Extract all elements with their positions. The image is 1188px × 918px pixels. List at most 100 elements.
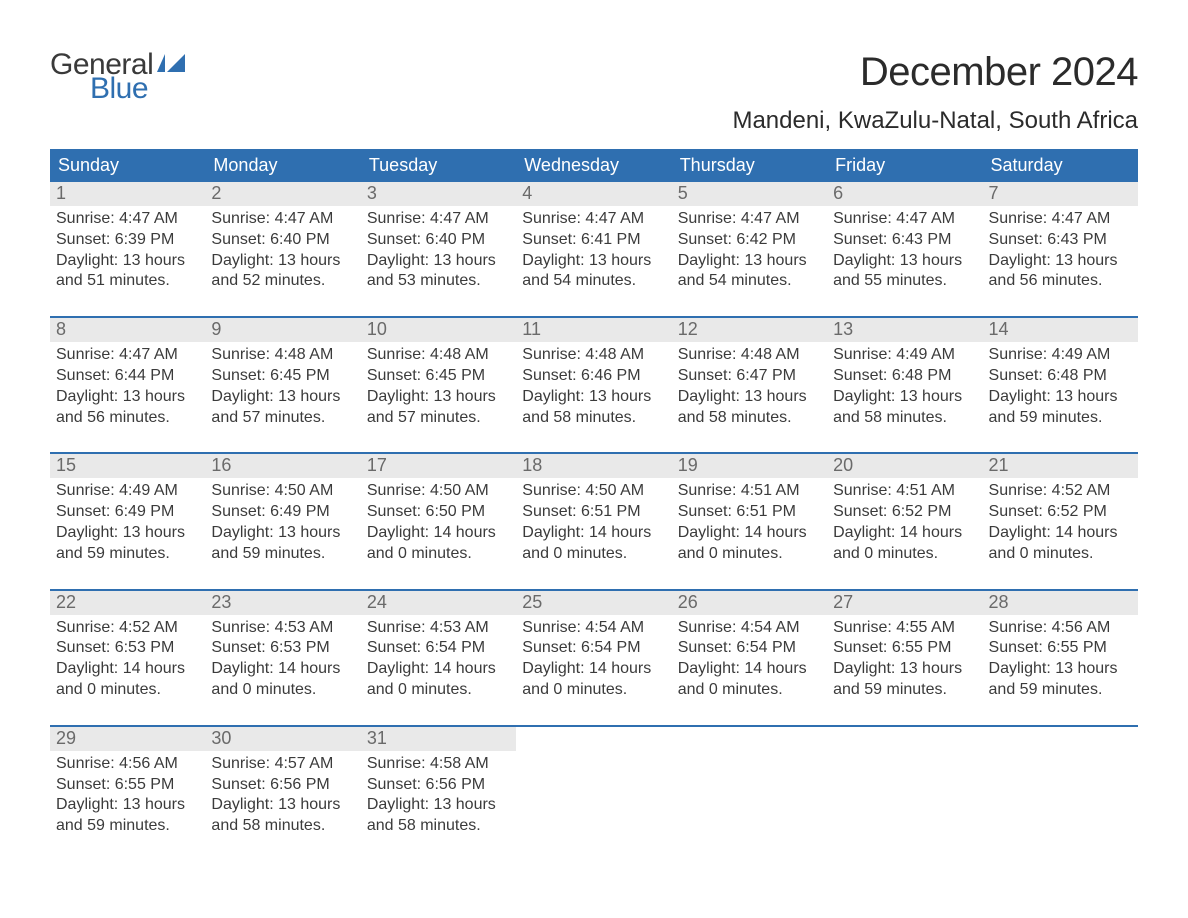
day-info: Sunrise: 4:52 AMSunset: 6:52 PMDaylight:… [983, 478, 1138, 566]
sunset-line: Sunset: 6:56 PM [367, 775, 510, 796]
day-cell: 13Sunrise: 4:49 AMSunset: 6:48 PMDayligh… [827, 318, 982, 430]
day-info: Sunrise: 4:48 AMSunset: 6:47 PMDaylight:… [672, 342, 827, 430]
daylight-line-1: Daylight: 13 hours [56, 387, 199, 408]
daylight-line-1: Daylight: 13 hours [211, 523, 354, 544]
sunrise-line: Sunrise: 4:47 AM [367, 209, 510, 230]
day-cell: 12Sunrise: 4:48 AMSunset: 6:47 PMDayligh… [672, 318, 827, 430]
sunrise-line: Sunrise: 4:53 AM [367, 618, 510, 639]
date-number: 12 [672, 318, 827, 342]
date-number: 9 [205, 318, 360, 342]
daylight-line-2: and 54 minutes. [678, 271, 821, 292]
sunrise-line: Sunrise: 4:48 AM [678, 345, 821, 366]
daylight-line-1: Daylight: 14 hours [989, 523, 1132, 544]
sunset-line: Sunset: 6:43 PM [989, 230, 1132, 251]
daylight-line-1: Daylight: 13 hours [367, 387, 510, 408]
sunset-line: Sunset: 6:45 PM [211, 366, 354, 387]
date-number: 6 [827, 182, 982, 206]
day-cell: 10Sunrise: 4:48 AMSunset: 6:45 PMDayligh… [361, 318, 516, 430]
week-row: 29Sunrise: 4:56 AMSunset: 6:55 PMDayligh… [50, 725, 1138, 839]
sunset-line: Sunset: 6:50 PM [367, 502, 510, 523]
day-info: Sunrise: 4:47 AMSunset: 6:44 PMDaylight:… [50, 342, 205, 430]
day-cell: 7Sunrise: 4:47 AMSunset: 6:43 PMDaylight… [983, 182, 1138, 294]
sunset-line: Sunset: 6:49 PM [56, 502, 199, 523]
sunset-line: Sunset: 6:46 PM [522, 366, 665, 387]
daylight-line-1: Daylight: 13 hours [56, 795, 199, 816]
daylight-line-1: Daylight: 13 hours [678, 387, 821, 408]
sunrise-line: Sunrise: 4:50 AM [522, 481, 665, 502]
date-number: 8 [50, 318, 205, 342]
daylight-line-1: Daylight: 14 hours [211, 659, 354, 680]
daylight-line-1: Daylight: 14 hours [56, 659, 199, 680]
date-number: 20 [827, 454, 982, 478]
date-number: 30 [205, 727, 360, 751]
day-cell: 3Sunrise: 4:47 AMSunset: 6:40 PMDaylight… [361, 182, 516, 294]
daylight-line-1: Daylight: 14 hours [678, 659, 821, 680]
sunset-line: Sunset: 6:44 PM [56, 366, 199, 387]
day-info: Sunrise: 4:50 AMSunset: 6:51 PMDaylight:… [516, 478, 671, 566]
daylight-line-2: and 59 minutes. [56, 544, 199, 565]
sunrise-line: Sunrise: 4:54 AM [678, 618, 821, 639]
sunset-line: Sunset: 6:55 PM [989, 638, 1132, 659]
daylight-line-2: and 58 minutes. [367, 816, 510, 837]
daylight-line-1: Daylight: 13 hours [211, 251, 354, 272]
day-cell: 2Sunrise: 4:47 AMSunset: 6:40 PMDaylight… [205, 182, 360, 294]
date-number: 24 [361, 591, 516, 615]
daylight-line-2: and 58 minutes. [833, 408, 976, 429]
day-cell: 28Sunrise: 4:56 AMSunset: 6:55 PMDayligh… [983, 591, 1138, 703]
day-info: Sunrise: 4:47 AMSunset: 6:40 PMDaylight:… [361, 206, 516, 294]
daylight-line-2: and 0 minutes. [56, 680, 199, 701]
daylight-line-2: and 58 minutes. [522, 408, 665, 429]
daylight-line-1: Daylight: 13 hours [833, 387, 976, 408]
daylight-line-1: Daylight: 13 hours [989, 251, 1132, 272]
header: General Blue December 2024 Mandeni, KwaZ… [50, 50, 1138, 143]
daylight-line-1: Daylight: 13 hours [367, 795, 510, 816]
daylight-line-1: Daylight: 13 hours [211, 795, 354, 816]
sunset-line: Sunset: 6:39 PM [56, 230, 199, 251]
sunset-line: Sunset: 6:47 PM [678, 366, 821, 387]
date-number: 28 [983, 591, 1138, 615]
daylight-line-1: Daylight: 13 hours [367, 251, 510, 272]
daylight-line-2: and 58 minutes. [678, 408, 821, 429]
sunset-line: Sunset: 6:52 PM [833, 502, 976, 523]
daylight-line-1: Daylight: 13 hours [678, 251, 821, 272]
daylight-line-2: and 52 minutes. [211, 271, 354, 292]
date-number: 17 [361, 454, 516, 478]
day-cell: 26Sunrise: 4:54 AMSunset: 6:54 PMDayligh… [672, 591, 827, 703]
day-cell: 29Sunrise: 4:56 AMSunset: 6:55 PMDayligh… [50, 727, 205, 839]
daylight-line-2: and 59 minutes. [56, 816, 199, 837]
sunset-line: Sunset: 6:53 PM [211, 638, 354, 659]
day-info: Sunrise: 4:47 AMSunset: 6:41 PMDaylight:… [516, 206, 671, 294]
date-number: 22 [50, 591, 205, 615]
daylight-line-1: Daylight: 14 hours [367, 659, 510, 680]
sunrise-line: Sunrise: 4:48 AM [367, 345, 510, 366]
daylight-line-1: Daylight: 14 hours [522, 523, 665, 544]
sunrise-line: Sunrise: 4:47 AM [833, 209, 976, 230]
calendar: SundayMondayTuesdayWednesdayThursdayFrid… [50, 149, 1138, 839]
day-info: Sunrise: 4:49 AMSunset: 6:48 PMDaylight:… [983, 342, 1138, 430]
sunset-line: Sunset: 6:40 PM [367, 230, 510, 251]
day-cell: 17Sunrise: 4:50 AMSunset: 6:50 PMDayligh… [361, 454, 516, 566]
date-number: 25 [516, 591, 671, 615]
sunset-line: Sunset: 6:40 PM [211, 230, 354, 251]
page-title: December 2024 [732, 50, 1138, 95]
day-cell: 22Sunrise: 4:52 AMSunset: 6:53 PMDayligh… [50, 591, 205, 703]
sunrise-line: Sunrise: 4:47 AM [522, 209, 665, 230]
sunset-line: Sunset: 6:54 PM [678, 638, 821, 659]
sunrise-line: Sunrise: 4:55 AM [833, 618, 976, 639]
daylight-line-1: Daylight: 14 hours [833, 523, 976, 544]
sunrise-line: Sunrise: 4:51 AM [678, 481, 821, 502]
day-info: Sunrise: 4:54 AMSunset: 6:54 PMDaylight:… [672, 615, 827, 703]
date-number: 5 [672, 182, 827, 206]
day-header: Saturday [983, 149, 1138, 182]
day-info: Sunrise: 4:56 AMSunset: 6:55 PMDaylight:… [50, 751, 205, 839]
date-number: 31 [361, 727, 516, 751]
sunset-line: Sunset: 6:56 PM [211, 775, 354, 796]
day-info: Sunrise: 4:49 AMSunset: 6:48 PMDaylight:… [827, 342, 982, 430]
day-cell: 16Sunrise: 4:50 AMSunset: 6:49 PMDayligh… [205, 454, 360, 566]
daylight-line-2: and 58 minutes. [211, 816, 354, 837]
date-number: 3 [361, 182, 516, 206]
daylight-line-2: and 57 minutes. [367, 408, 510, 429]
day-info: Sunrise: 4:51 AMSunset: 6:52 PMDaylight:… [827, 478, 982, 566]
day-cell: 8Sunrise: 4:47 AMSunset: 6:44 PMDaylight… [50, 318, 205, 430]
day-info: Sunrise: 4:47 AMSunset: 6:39 PMDaylight:… [50, 206, 205, 294]
